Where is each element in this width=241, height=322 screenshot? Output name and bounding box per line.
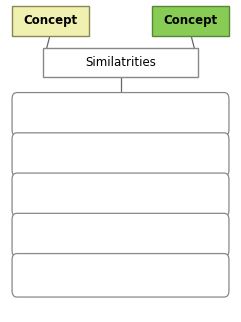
Text: Similatrities: Similatrities bbox=[85, 56, 156, 69]
Text: Concept: Concept bbox=[163, 14, 217, 27]
FancyBboxPatch shape bbox=[12, 133, 229, 176]
Text: Concept: Concept bbox=[24, 14, 78, 27]
FancyBboxPatch shape bbox=[12, 213, 229, 257]
FancyBboxPatch shape bbox=[12, 93, 229, 136]
FancyBboxPatch shape bbox=[12, 173, 229, 217]
FancyBboxPatch shape bbox=[12, 254, 229, 297]
FancyBboxPatch shape bbox=[43, 48, 198, 77]
FancyBboxPatch shape bbox=[12, 6, 89, 36]
FancyBboxPatch shape bbox=[152, 6, 229, 36]
